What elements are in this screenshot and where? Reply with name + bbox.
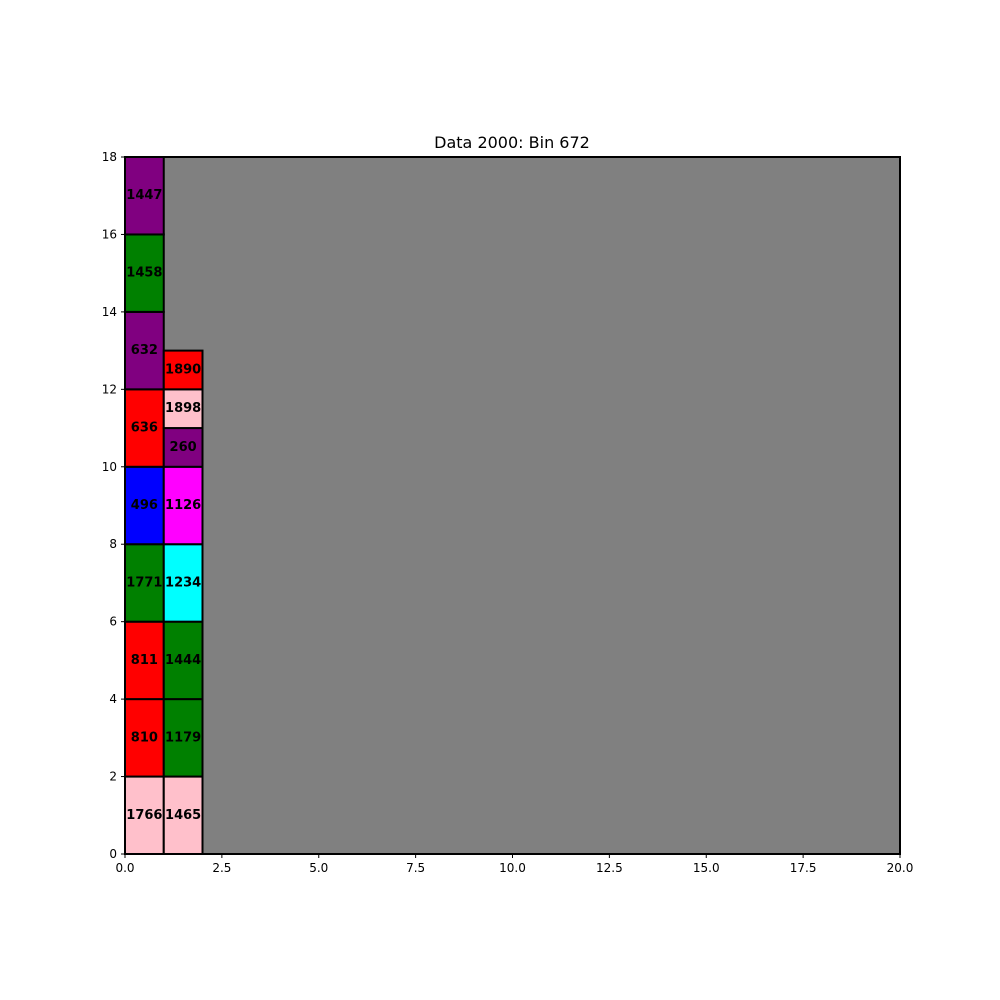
item-label-632: 632 (131, 343, 158, 358)
y-tick-label: 16 (102, 227, 117, 241)
item-rect-810 (124, 698, 165, 778)
item-labels-layer: 1766 810 811 1771 496 636 632 1458 1447 1465 1179 1… (126, 188, 201, 823)
y-tick-label: 0 (109, 847, 117, 861)
item-label-1444: 1444 (165, 653, 201, 668)
item-rect-1444 (162, 620, 204, 701)
item-label-1234: 1234 (165, 575, 201, 590)
x-tick-label: 17.5 (790, 861, 817, 875)
x-tick-label: 2.5 (212, 861, 231, 875)
items-layer (124, 156, 204, 855)
item-rect-1179 (162, 698, 204, 778)
item-label-1771: 1771 (126, 575, 162, 590)
item-rect-1890 (162, 349, 204, 391)
item-label-811: 811 (131, 653, 158, 668)
y-tick-label: 4 (109, 692, 117, 706)
y-tick-label: 12 (102, 382, 117, 396)
item-label-636: 636 (131, 421, 158, 436)
x-axis: 0.0 2.5 5.0 7.5 10.0 12.5 15.0 17.5 20.0 (115, 854, 913, 875)
item-label-1898: 1898 (165, 401, 201, 416)
y-tick-label: 8 (109, 537, 117, 551)
y-axis: 0 2 4 6 8 10 12 14 16 18 (102, 150, 125, 861)
item-label-1447: 1447 (126, 188, 162, 203)
chart-title: Data 2000: Bin 672 (434, 133, 590, 152)
item-label-1890: 1890 (165, 362, 201, 377)
plot-area-background (125, 157, 900, 854)
item-label-1766: 1766 (126, 808, 162, 823)
x-tick-label: 10.0 (499, 861, 526, 875)
x-tick-label: 20.0 (887, 861, 914, 875)
item-label-260: 260 (170, 440, 197, 455)
item-label-496: 496 (131, 498, 158, 513)
item-rect-1465 (162, 775, 204, 855)
item-label-1458: 1458 (126, 266, 162, 281)
x-tick-label: 7.5 (406, 861, 425, 875)
y-tick-label: 10 (102, 460, 117, 474)
item-label-1465: 1465 (165, 808, 201, 823)
y-tick-label: 6 (109, 615, 117, 629)
y-tick-label: 14 (102, 305, 117, 319)
y-tick-label: 18 (102, 150, 117, 164)
item-rect-1234 (162, 543, 204, 623)
y-tick-label: 2 (109, 770, 117, 784)
item-rect-632 (124, 310, 165, 391)
x-tick-label: 12.5 (596, 861, 623, 875)
x-tick-label: 0.0 (115, 861, 134, 875)
item-label-1179: 1179 (165, 730, 201, 745)
x-tick-label: 5.0 (309, 861, 328, 875)
item-label-1126: 1126 (165, 498, 201, 513)
x-tick-label: 15.0 (693, 861, 720, 875)
item-label-810: 810 (131, 730, 158, 745)
item-rect-260 (162, 427, 204, 468)
